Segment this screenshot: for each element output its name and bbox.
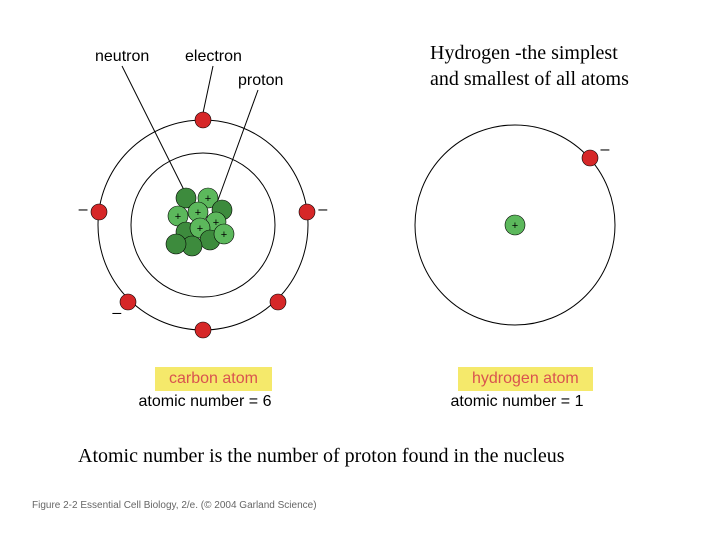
svg-text:+: + (197, 223, 203, 235)
hydrogen-label-box: hydrogen atom (458, 367, 593, 391)
figure-credit: Figure 2-2 Essential Cell Biology, 2/e. … (32, 500, 317, 511)
hydrogen-label-text: hydrogen atom (472, 370, 579, 387)
svg-text:–: – (318, 201, 327, 218)
svg-text:+: + (175, 211, 181, 223)
svg-text:–: – (112, 304, 121, 321)
atom-diagram: ++++++–––+– (0, 0, 720, 400)
svg-text:–: – (601, 141, 610, 158)
carbon-label-box: carbon atom (155, 367, 272, 391)
carbon-atomic-number: atomic number = 6 (135, 393, 275, 411)
carbon-label-text: carbon atom (169, 370, 258, 387)
hydrogen-atomic-number: atomic number = 1 (447, 393, 587, 411)
svg-text:+: + (205, 193, 211, 205)
atomic-number-caption: Atomic number is the number of proton fo… (78, 445, 565, 468)
svg-text:–: – (79, 201, 88, 218)
svg-text:+: + (221, 229, 227, 241)
svg-text:+: + (195, 207, 201, 219)
svg-text:+: + (512, 220, 518, 232)
